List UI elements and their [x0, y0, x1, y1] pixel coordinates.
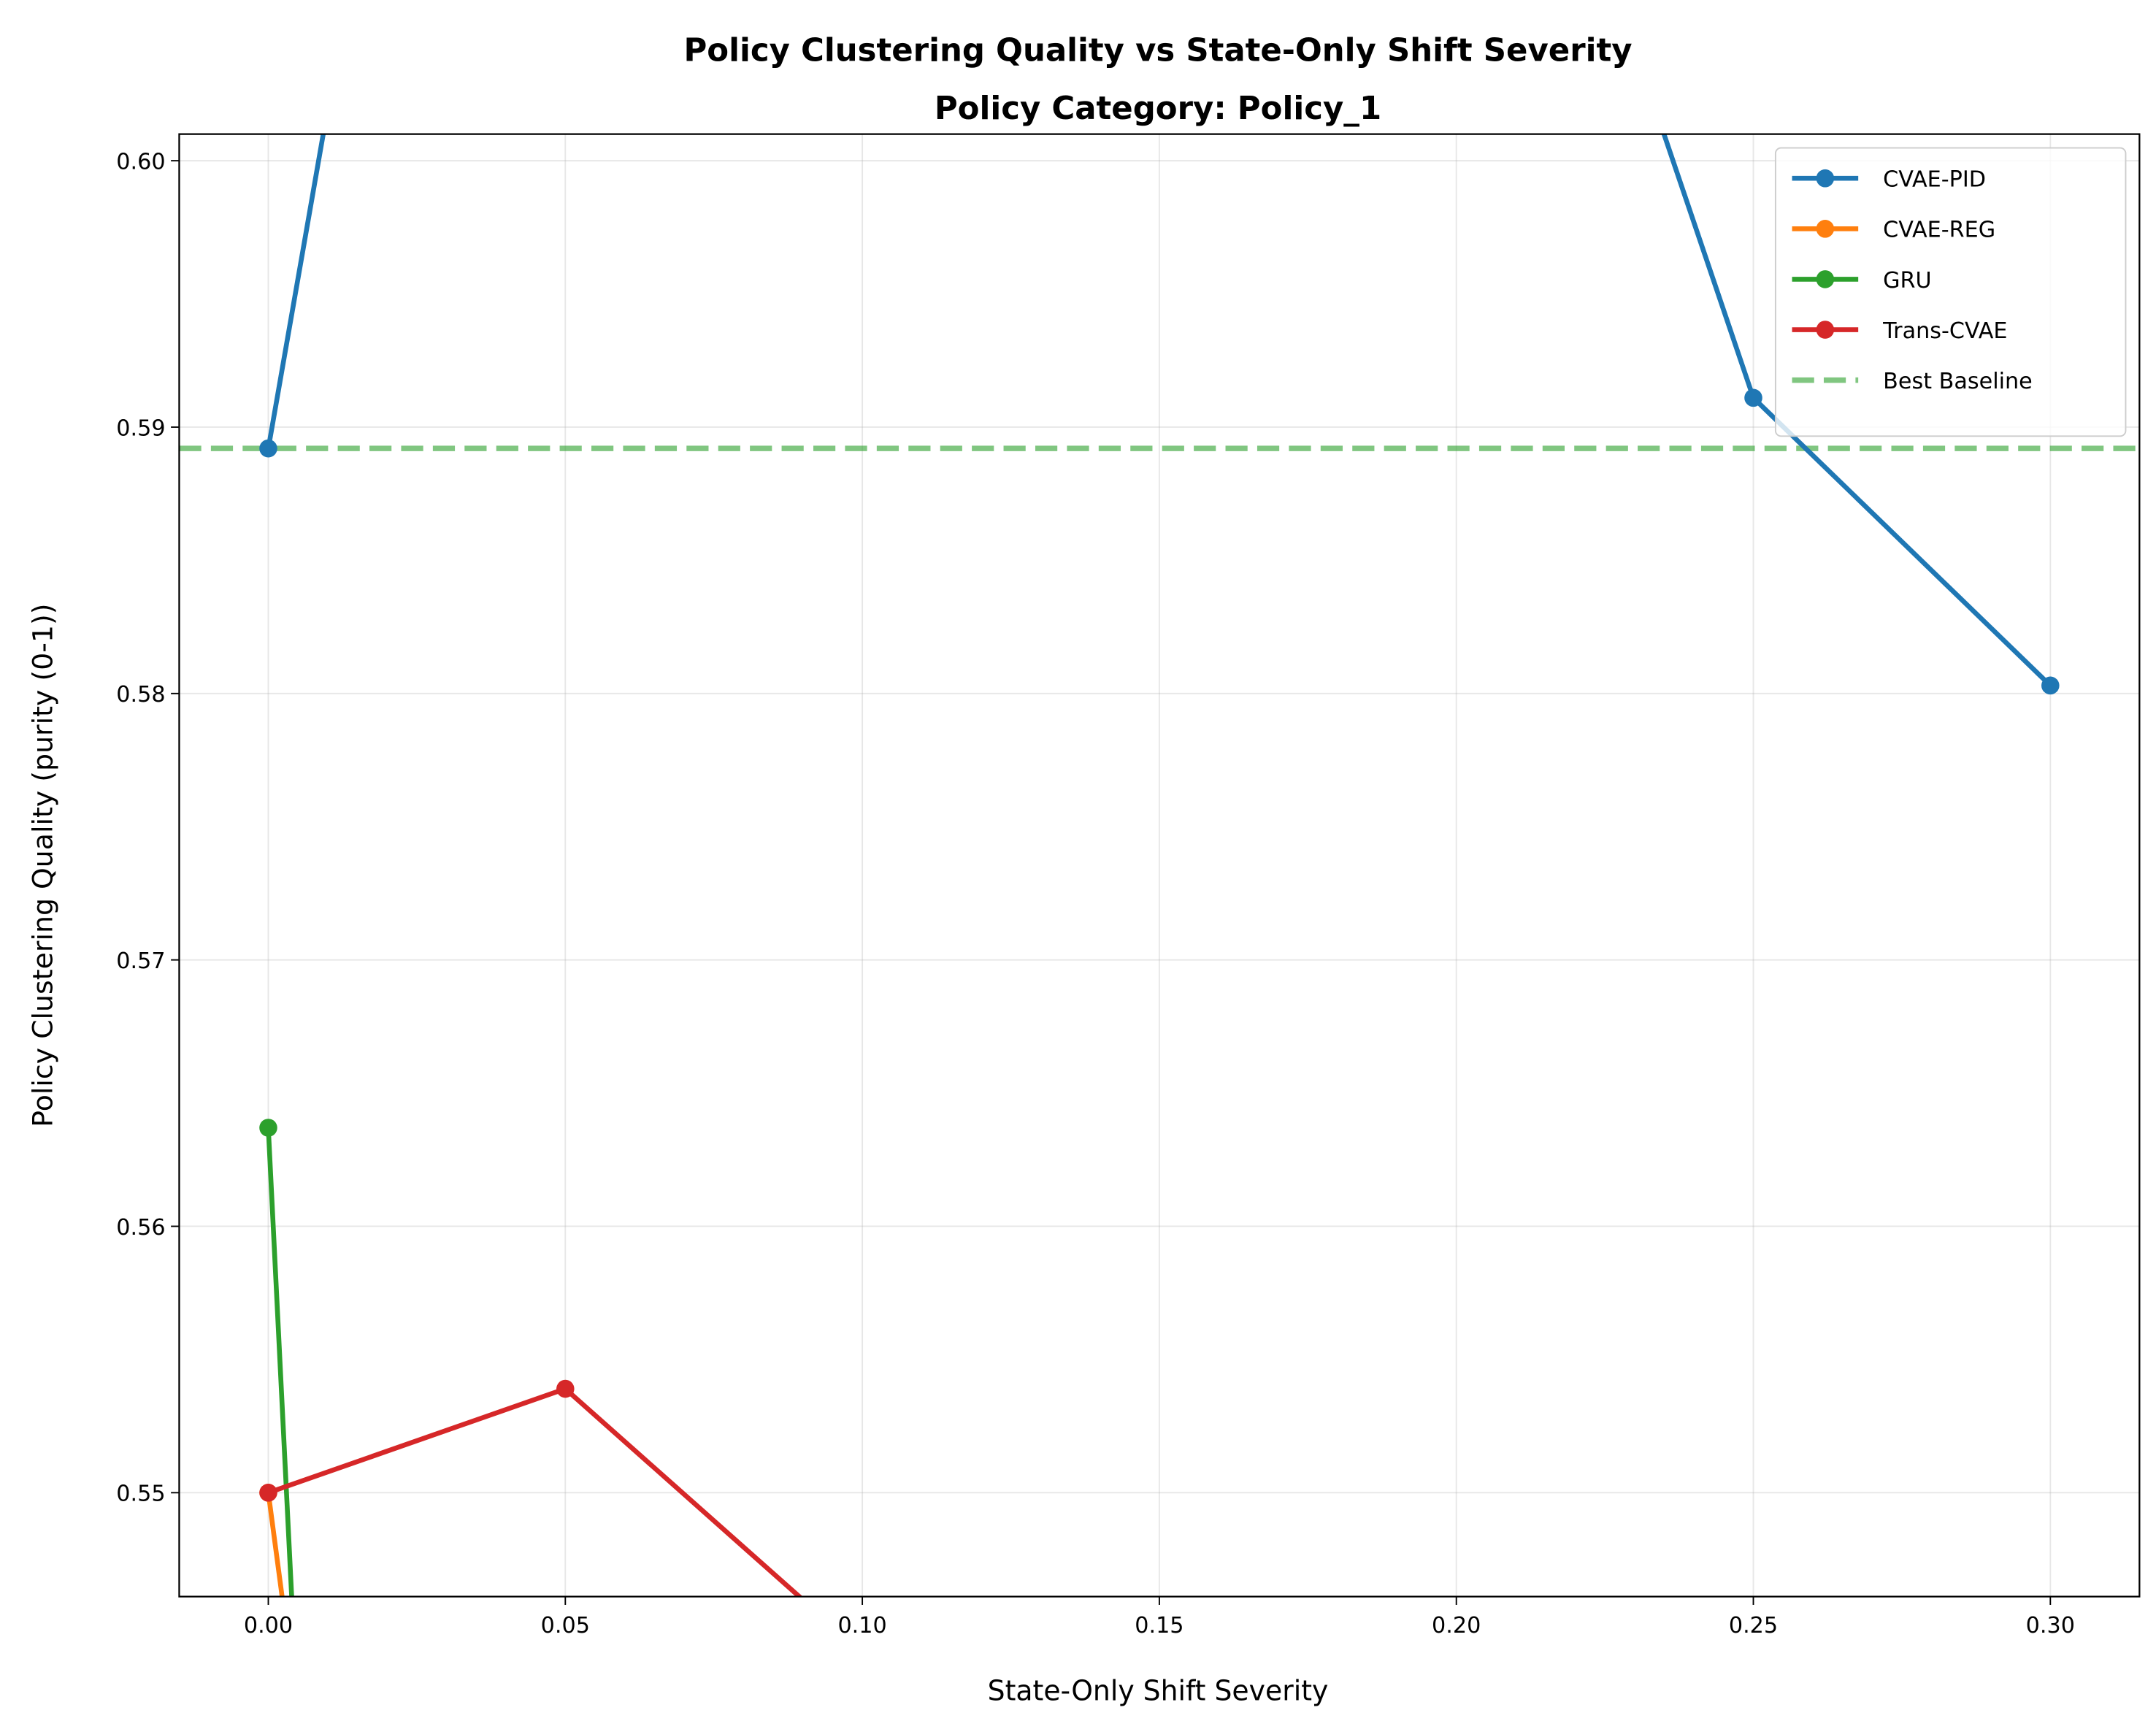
data-point — [259, 439, 277, 458]
legend-label: CVAE-REG — [1883, 218, 1995, 243]
y-tick-label: 0.56 — [116, 1215, 165, 1241]
y-axis-label: Policy Clustering Quality (purity (0-1)) — [27, 603, 59, 1127]
x-tick-label: 0.15 — [1135, 1613, 1184, 1638]
legend-box — [1774, 147, 2127, 437]
legend-label: Best Baseline — [1883, 369, 2033, 394]
x-axis-label: State-Only Shift Severity — [988, 1675, 1329, 1707]
data-point — [853, 1644, 872, 1662]
data-point — [2041, 676, 2060, 695]
legend: CVAE-PID CVAE-REG GRU Trans-CVAE Best Baseli… — [1774, 147, 2127, 437]
y-tick-label: 0.60 — [116, 149, 165, 175]
x-tick-label: 0.00 — [244, 1613, 293, 1638]
legend-marker — [1816, 220, 1835, 238]
x-tick-label: 0.30 — [2026, 1613, 2075, 1638]
x-tick-label: 0.10 — [837, 1613, 886, 1638]
y-tick-label: 0.58 — [116, 682, 165, 708]
legend-marker — [1816, 169, 1835, 188]
ticks: 0.00 0.05 0.10 0.15 0.20 0.25 0.30 0.55 0.56 0.57… — [116, 149, 2075, 1638]
x-tick-label: 0.25 — [1729, 1613, 1778, 1638]
y-tick-label: 0.59 — [116, 415, 165, 441]
data-point — [1744, 388, 1762, 407]
x-tick-label: 0.05 — [541, 1613, 590, 1638]
plot-area — [179, 134, 2140, 1662]
legend-marker — [1816, 321, 1835, 339]
y-tick-label: 0.57 — [116, 948, 165, 974]
y-tick-label: 0.55 — [116, 1482, 165, 1507]
chart-subtitle: Policy Category: Policy_1 — [935, 91, 1381, 127]
legend-label: Trans-CVAE — [1882, 318, 2007, 344]
x-tick-label: 0.20 — [1432, 1613, 1481, 1638]
legend-label: CVAE-PID — [1883, 167, 1986, 193]
data-point — [259, 1484, 277, 1502]
data-point — [259, 1119, 277, 1137]
data-point — [556, 1379, 575, 1398]
legend-marker — [1816, 270, 1835, 288]
legend-label: GRU — [1883, 268, 1932, 294]
chart-title: Policy Clustering Quality vs State-Only … — [683, 32, 1632, 69]
